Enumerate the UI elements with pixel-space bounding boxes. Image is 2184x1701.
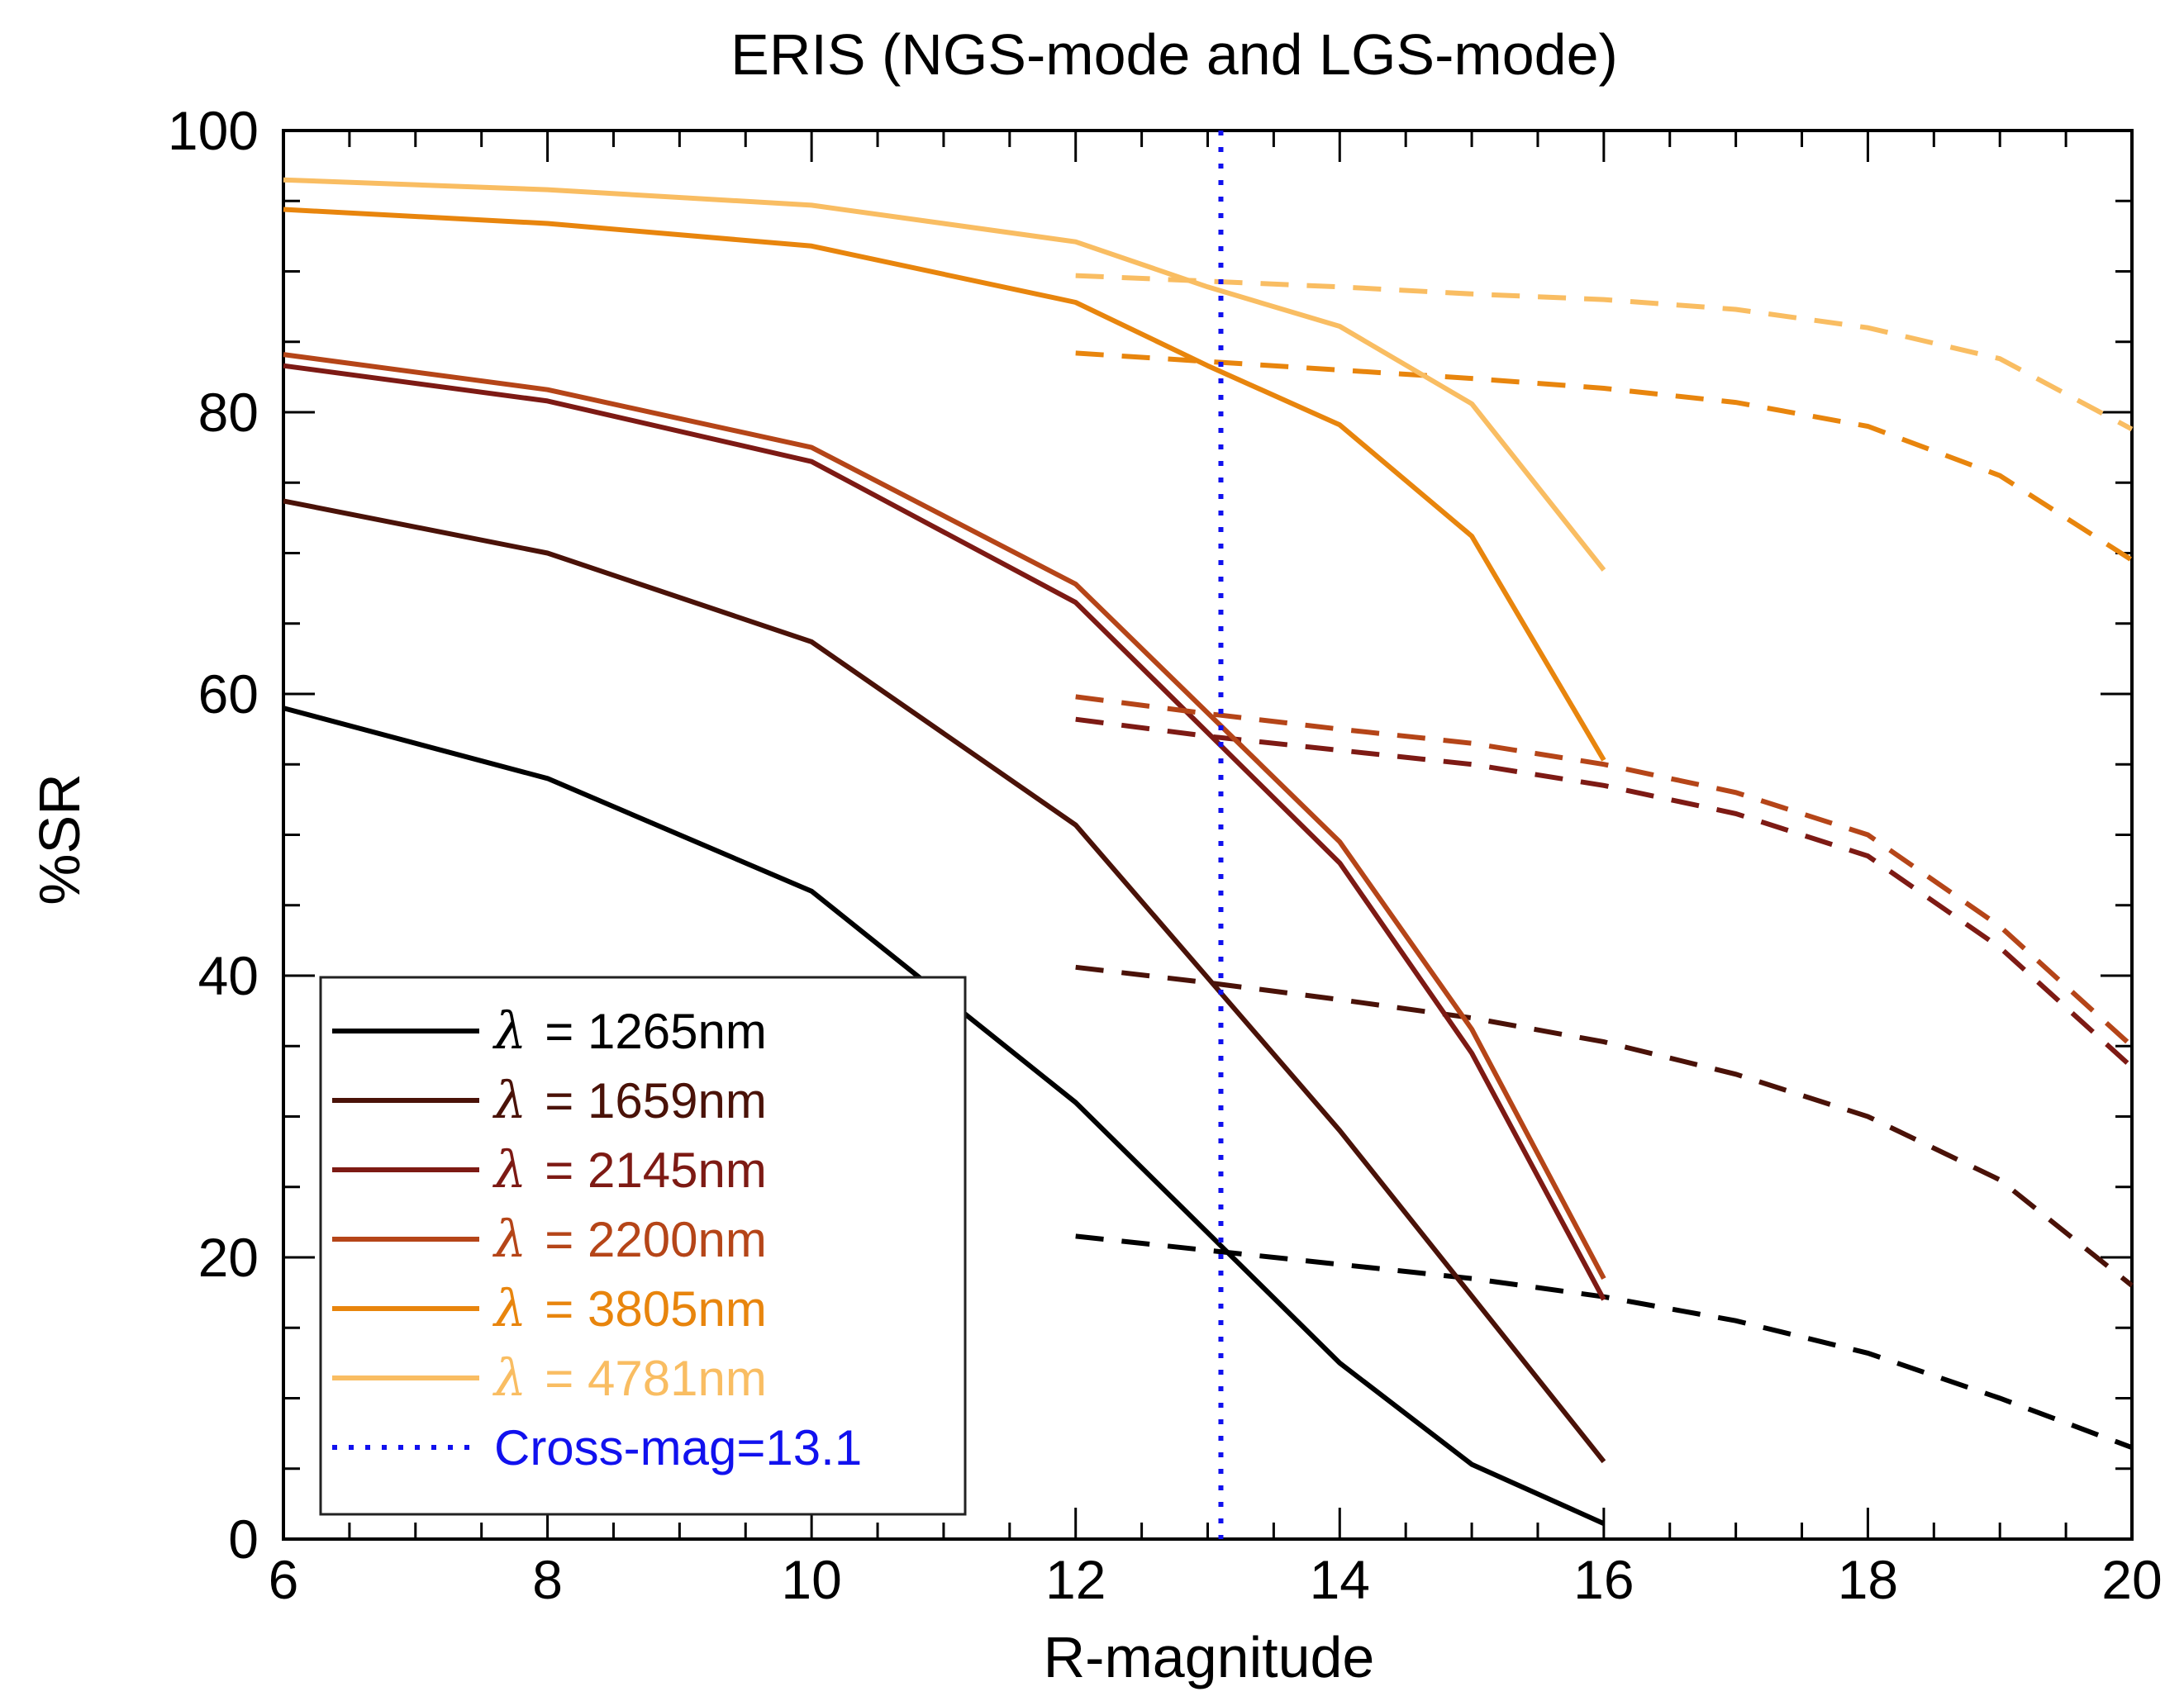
chart-title: ERIS (NGS-mode and LGS-mode) (730, 22, 1618, 87)
legend-label-5: λ = 4781nm (492, 1347, 767, 1408)
series-line-lgs-0 (1075, 1233, 2134, 1451)
legend-lambda-symbol: λ (492, 1139, 526, 1200)
data-series (283, 177, 2134, 1526)
y-tick-label: 60 (198, 663, 259, 725)
legend-label-0: λ = 1265nm (492, 1000, 767, 1061)
axis-ticks (282, 129, 2134, 1541)
x-axis-label: R-magnitude (1044, 1625, 1375, 1689)
x-tick-label: 6 (269, 1549, 299, 1610)
legend-label-3: λ = 2200nm (492, 1209, 767, 1269)
x-tick-label: 16 (1573, 1549, 1634, 1610)
y-tick-label: 40 (198, 945, 259, 1006)
y-axis-label: %SR (27, 773, 92, 905)
chart-legend: λ = 1265nm λ = 1659nm λ = 2145nm λ = 2200nm λ = 3… (319, 976, 967, 1516)
y-tick-label: 0 (228, 1509, 259, 1570)
legend-label-4: λ = 3805nm (492, 1278, 767, 1338)
legend-lambda-symbol: λ (492, 1209, 526, 1269)
legend-label-text: = 1265nm (545, 1004, 767, 1059)
legend-label-text: = 2145nm (545, 1143, 767, 1198)
legend-label-text: = 1659nm (545, 1073, 767, 1128)
series-line-lgs-1 (1075, 964, 2134, 1288)
series-line-ngs-2 (283, 363, 1606, 1301)
series-line-ngs-0 (283, 706, 1606, 1526)
series-line-ngs-3 (283, 352, 1606, 1281)
legend-label-2: λ = 2145nm (492, 1139, 767, 1200)
series-line-lgs-3 (1075, 694, 2134, 1048)
legend-label-crossmag: Cross-mag=13.1 (494, 1420, 862, 1475)
legend-label-text: = 2200nm (545, 1212, 767, 1267)
series-line-lgs-4 (1075, 350, 2134, 563)
legend-label-text: = 4781nm (545, 1351, 767, 1406)
legend-lambda-symbol: λ (492, 1347, 526, 1408)
x-tick-label: 12 (1045, 1549, 1106, 1610)
series-line-ngs-5 (283, 177, 1606, 572)
legend-lambda-symbol: λ (492, 1070, 526, 1130)
x-tick-label: 20 (2101, 1549, 2162, 1610)
x-tick-label: 8 (532, 1549, 563, 1610)
series-line-ngs-1 (283, 498, 1606, 1464)
legend-box (319, 976, 967, 1516)
y-tick-label: 20 (198, 1227, 259, 1288)
x-tick-label: 10 (781, 1549, 841, 1610)
series-line-ngs-4 (283, 207, 1606, 762)
legend-lambda-symbol: λ (492, 1000, 526, 1061)
x-tick-label: 14 (1310, 1549, 1370, 1610)
series-line-lgs-2 (1075, 716, 2134, 1070)
y-tick-label: 100 (168, 100, 259, 161)
legend-lambda-symbol: λ (492, 1278, 526, 1338)
legend-label-1: λ = 1659nm (492, 1070, 767, 1130)
legend-label-text: = 3805nm (545, 1281, 767, 1337)
axis-tick-labels: 6 8 10 12 14 16 18 20 0 20 40 60 80 100 (168, 100, 2163, 1610)
series-line-lgs-5 (1075, 273, 2134, 432)
y-tick-label: 80 (198, 382, 259, 443)
x-tick-label: 18 (1838, 1549, 1898, 1610)
